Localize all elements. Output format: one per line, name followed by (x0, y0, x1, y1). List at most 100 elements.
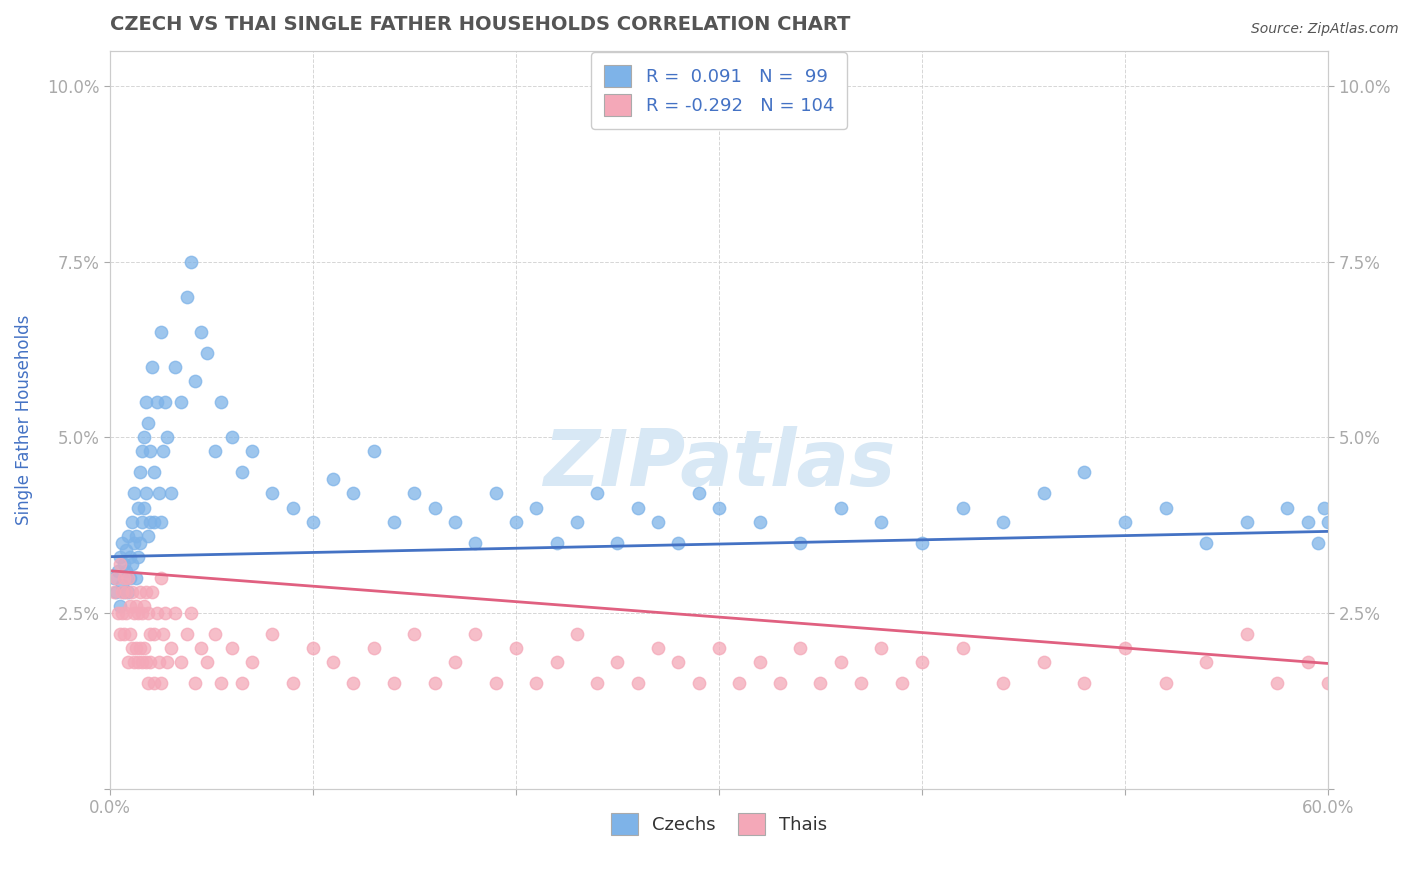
Point (149, 571, 172, 585)
Point (159, 486, 181, 500)
Point (423, 676, 446, 690)
Point (107, 606, 129, 620)
Point (104, 571, 127, 585)
Point (666, 535, 689, 549)
Point (131, 515, 153, 529)
Point (122, 535, 145, 549)
Point (586, 486, 609, 500)
Point (322, 472, 344, 486)
Point (190, 325, 212, 339)
Point (204, 627, 226, 641)
Point (148, 655, 170, 669)
Point (464, 627, 486, 641)
Point (849, 676, 872, 690)
Point (221, 640, 243, 655)
Point (111, 535, 134, 549)
Point (748, 655, 770, 669)
Point (1032, 486, 1054, 500)
Point (115, 584, 138, 599)
Point (1313, 500, 1336, 515)
Point (184, 676, 207, 690)
Point (363, 444, 385, 458)
Point (139, 515, 162, 529)
Point (138, 676, 160, 690)
Point (688, 486, 710, 500)
Point (666, 655, 689, 669)
Point (464, 535, 486, 549)
Point (122, 655, 145, 669)
Point (108, 627, 131, 641)
Point (830, 500, 852, 515)
Text: CZECH VS THAI SINGLE FATHER HOUSEHOLDS CORRELATION CHART: CZECH VS THAI SINGLE FATHER HOUSEHOLDS C… (110, 15, 851, 34)
Point (111, 584, 134, 599)
Point (134, 640, 156, 655)
Point (138, 528, 160, 542)
Point (135, 655, 157, 669)
Point (647, 515, 669, 529)
Point (143, 676, 166, 690)
Point (404, 627, 426, 641)
Point (135, 584, 157, 599)
Point (156, 430, 179, 444)
Point (159, 640, 181, 655)
Point (127, 549, 149, 564)
Point (1195, 535, 1218, 549)
Point (111, 578, 134, 592)
Point (125, 640, 148, 655)
Point (952, 640, 974, 655)
Point (363, 640, 385, 655)
Point (382, 515, 405, 529)
Point (423, 500, 446, 515)
Point (1337, 676, 1360, 690)
Point (993, 515, 1015, 529)
Point (1306, 535, 1329, 549)
Point (606, 535, 628, 549)
Point (139, 655, 162, 669)
Point (302, 640, 325, 655)
Point (117, 655, 139, 669)
Point (170, 655, 193, 669)
Point (565, 515, 588, 529)
Point (153, 606, 176, 620)
Point (1032, 655, 1054, 669)
Point (1073, 676, 1095, 690)
Point (444, 515, 467, 529)
Point (108, 549, 131, 564)
Point (546, 535, 568, 549)
Point (870, 515, 893, 529)
Point (211, 676, 233, 690)
Point (121, 584, 143, 599)
Point (707, 640, 730, 655)
Point (830, 655, 852, 669)
Point (104, 584, 127, 599)
Point (586, 676, 609, 690)
Point (120, 627, 142, 641)
Point (135, 395, 157, 409)
Point (115, 606, 138, 620)
Point (647, 640, 669, 655)
Point (1296, 655, 1319, 669)
Point (149, 515, 172, 529)
Point (911, 535, 934, 549)
Point (505, 515, 527, 529)
Point (1073, 466, 1095, 480)
Point (148, 486, 170, 500)
Point (152, 444, 174, 458)
Point (707, 500, 730, 515)
Point (484, 676, 506, 690)
Point (688, 676, 710, 690)
Point (1114, 640, 1136, 655)
Point (404, 486, 426, 500)
Point (176, 290, 198, 304)
Point (125, 571, 148, 585)
Point (231, 676, 253, 690)
Point (1277, 500, 1299, 515)
Point (121, 640, 143, 655)
Point (1327, 640, 1350, 655)
Point (129, 640, 152, 655)
Point (190, 640, 212, 655)
Point (627, 676, 650, 690)
Point (127, 606, 149, 620)
Point (143, 466, 166, 480)
Point (211, 395, 233, 409)
